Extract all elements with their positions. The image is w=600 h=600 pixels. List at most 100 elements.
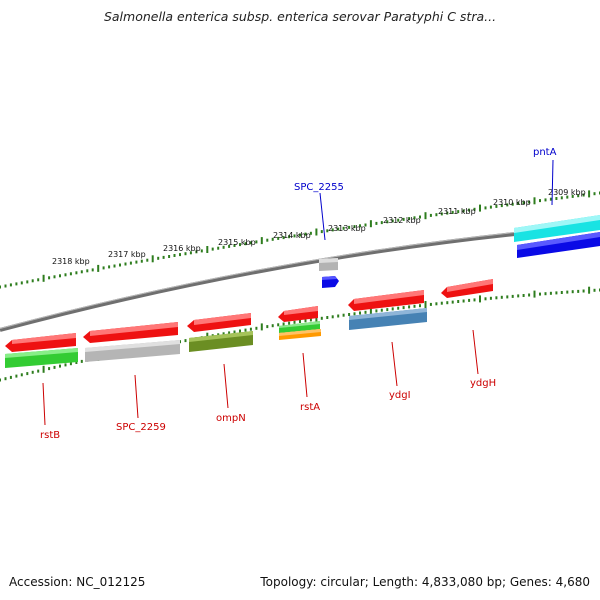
feature-ompn-red[interactable] — [187, 313, 251, 332]
ruler-tick — [0, 378, 1, 382]
ruler-tick — [419, 215, 421, 219]
ruler-tick — [233, 330, 236, 334]
ruler-tick — [304, 319, 307, 323]
ruler-tick — [457, 210, 460, 214]
ruler-tick — [75, 271, 78, 275]
feature-rsta-red[interactable] — [278, 306, 318, 322]
ruler-tick — [31, 370, 34, 374]
ruler-tick — [64, 273, 67, 277]
ruler-tick — [391, 307, 394, 311]
gene-label-spc2259[interactable]: SPC_2259 — [116, 422, 166, 433]
ruler-tick — [266, 238, 269, 242]
ruler-tick — [189, 251, 192, 255]
feature-ydgi-red[interactable] — [348, 290, 424, 311]
ruler-tick — [489, 205, 492, 209]
feature-rstb-red[interactable] — [5, 333, 76, 352]
ruler-tick — [593, 192, 596, 196]
feature-spc2255-blue[interactable] — [322, 276, 339, 288]
ruler-tick — [331, 228, 334, 232]
ruler-tick — [446, 301, 449, 305]
ruler-tick — [348, 225, 351, 229]
ruler-tick — [48, 367, 51, 371]
feature-rstb-green[interactable] — [5, 348, 78, 368]
ruler-tick — [217, 333, 220, 337]
ruler-tick — [484, 206, 487, 210]
feature-pnta-cyan[interactable] — [514, 215, 600, 242]
ruler-tick — [75, 361, 78, 364]
ruler-tick — [440, 212, 443, 216]
ruler-tick — [506, 203, 509, 207]
feature-spc2259-gray[interactable] — [85, 340, 180, 362]
feature-spc2255-gray[interactable] — [319, 258, 338, 271]
ruler-tick — [549, 197, 552, 201]
ruler-tick — [15, 374, 18, 378]
ruler-tick — [184, 339, 187, 343]
ruler-tick — [473, 207, 476, 211]
ruler-tick — [69, 272, 72, 276]
ruler-tick — [0, 285, 1, 289]
ruler-tick — [451, 300, 454, 304]
gene-label-ydgh[interactable]: ydgH — [470, 378, 496, 389]
ruler-tick — [582, 289, 585, 293]
ruler-tick — [80, 270, 83, 274]
ruler-tick — [228, 244, 231, 248]
ruler-tick — [375, 309, 378, 313]
ruler-tick — [577, 289, 580, 293]
feature-rsta-orange[interactable] — [279, 329, 321, 340]
ruler-tick — [260, 323, 263, 331]
ruler-tick — [42, 365, 45, 373]
gene-label-spc2255[interactable]: SPC_2255 — [294, 182, 344, 193]
ruler-tick — [309, 318, 312, 322]
ruler-tick — [571, 194, 574, 198]
ruler-tick — [309, 231, 312, 235]
ruler-tick — [386, 308, 389, 312]
ruler-tick — [495, 204, 498, 208]
gene-label-rsta[interactable]: rstA — [300, 402, 320, 413]
ruler-tick — [255, 326, 258, 330]
ruler-tick — [359, 224, 361, 228]
ruler-tick — [293, 234, 296, 238]
ruler-tick — [69, 362, 72, 366]
tick-label-2315: 2315 kbp — [218, 238, 256, 247]
ruler-tick — [544, 292, 547, 296]
genome-summary-text: Topology: circular; Length: 4,833,080 bp… — [260, 575, 590, 589]
feature-pnta-blue[interactable] — [517, 232, 600, 258]
feature-ydgh-red[interactable] — [441, 279, 493, 298]
tick-label-2310: 2310 kbp — [493, 198, 531, 207]
gene-label-rstb[interactable]: rstB — [40, 430, 60, 441]
ruler-tick — [140, 259, 143, 263]
ruler-tick — [364, 310, 367, 314]
ruler-tick — [266, 325, 269, 329]
gene-label-ompn[interactable]: ompN — [216, 413, 246, 424]
ruler-tick — [533, 197, 536, 205]
gene-label-pnta[interactable]: pntA — [533, 147, 557, 158]
feature-ompn-olive[interactable] — [189, 331, 253, 352]
ruler-tick — [533, 290, 536, 298]
feature-spc2259-red[interactable] — [83, 322, 178, 343]
leader-rsta — [302, 352, 308, 398]
ruler-tick — [353, 225, 356, 229]
ruler-tick — [369, 307, 372, 315]
feature-rsta-green[interactable] — [279, 321, 320, 333]
ruler-tick — [479, 204, 481, 212]
feature-ydgi-steel[interactable] — [349, 308, 427, 330]
ruler-tick — [511, 202, 514, 206]
ruler-tick — [566, 290, 569, 294]
ruler-tick — [506, 295, 509, 299]
ruler-tick — [342, 226, 345, 230]
ruler-tick — [239, 329, 241, 333]
ruler-tick — [582, 193, 585, 197]
ruler-tick — [500, 295, 503, 299]
ruler-tick — [80, 359, 83, 363]
ruler-tick — [15, 282, 18, 286]
ruler-tick — [435, 302, 438, 306]
leader-ompn — [223, 363, 229, 409]
gene-label-ydgi[interactable]: ydgI — [389, 390, 411, 401]
ruler-tick — [353, 312, 356, 316]
ruler-tick — [48, 276, 51, 280]
ruler-tick — [222, 332, 225, 336]
ruler-tick — [391, 219, 394, 223]
ruler-tick — [86, 269, 89, 273]
ruler-tick — [244, 328, 247, 332]
